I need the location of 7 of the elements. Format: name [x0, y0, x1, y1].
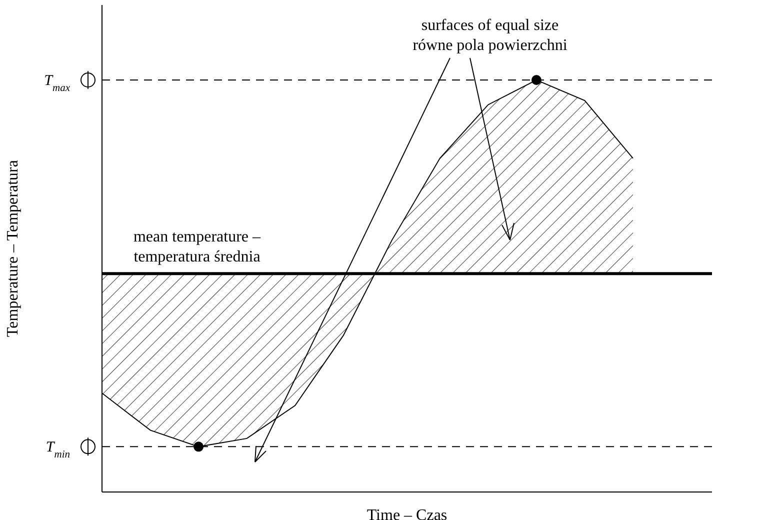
ref-line-label: T$_{min}$ — [46, 440, 70, 460]
y-axis-title: Temperature – Temperatura — [4, 160, 22, 337]
x-axis-title: Time – Czas — [366, 507, 448, 520]
ref-line-label: T$_{max}$ — [44, 73, 70, 94]
ref-line-label: mean temperature – temperatura średnia — [133, 228, 262, 266]
text: równe pola powierzchni — [412, 37, 568, 54]
text: surfaces of equal size — [421, 17, 559, 34]
